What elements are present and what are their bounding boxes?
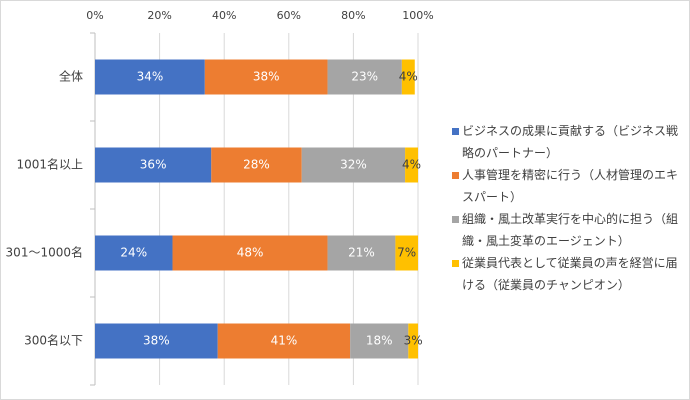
- y-tick-label: 300名以下: [24, 333, 83, 348]
- bar-segment: [395, 235, 418, 271]
- value-label: 18%: [366, 334, 393, 348]
- bar-segment: [301, 147, 406, 183]
- value-label: 24%: [120, 246, 147, 260]
- legend-swatch: [452, 128, 459, 135]
- value-label: 4%: [399, 70, 418, 84]
- value-label: 32%: [340, 158, 367, 172]
- legend-label: ビジネスの成果に貢献する（ビジネス戦略のパートナー）: [462, 124, 679, 160]
- bar-segment: [327, 235, 396, 271]
- legend-label: 組織・風土改革実行を中心的に担う（組織・風土変革のエージェント）: [462, 212, 679, 248]
- value-label: 38%: [253, 70, 280, 84]
- legend-entry: 人事管理を精密に行う（人材管理のエキスパート）: [452, 164, 684, 208]
- value-label: 36%: [140, 158, 167, 172]
- bar-segment: [95, 59, 205, 95]
- bar-segment: [95, 147, 212, 183]
- bar-segment: [405, 147, 418, 183]
- x-tick-label: 40%: [212, 9, 236, 22]
- x-tick-label: 20%: [147, 9, 171, 22]
- bar-segment: [408, 323, 418, 359]
- value-label: 21%: [348, 246, 375, 260]
- x-tick-label: 80%: [341, 9, 365, 22]
- y-tick-label: 全体: [59, 69, 83, 84]
- legend-entry: 組織・風土改革実行を中心的に担う（組織・風土変革のエージェント）: [452, 208, 684, 252]
- legend-label: 従業員代表として従業員の声を経営に届ける（従業員のチャンピオン）: [462, 256, 678, 292]
- value-label: 41%: [271, 334, 298, 348]
- legend-entry: 従業員代表として従業員の声を経営に届ける（従業員のチャンピオン）: [452, 252, 684, 296]
- value-label: 38%: [143, 334, 170, 348]
- bar-segment: [172, 235, 328, 271]
- bar-segment: [327, 59, 402, 95]
- bar-segment: [211, 147, 302, 183]
- legend-swatch: [452, 172, 459, 179]
- value-label: 23%: [351, 70, 378, 84]
- value-label: 48%: [237, 246, 264, 260]
- bar-segment: [95, 235, 173, 271]
- bar-segment: [95, 323, 218, 359]
- x-tick-label: 60%: [277, 9, 301, 22]
- bar-segment: [350, 323, 409, 359]
- bar-segment: [217, 323, 351, 359]
- legend: ビジネスの成果に貢献する（ビジネス戦略のパートナー） 人事管理を精密に行う（人材管…: [452, 120, 684, 296]
- y-tick-label: 301～1000名: [6, 245, 83, 260]
- legend-swatch: [452, 216, 459, 223]
- value-label: 4%: [402, 158, 421, 172]
- x-tick-label: 100%: [402, 9, 433, 22]
- value-label: 3%: [404, 334, 423, 348]
- value-label: 34%: [137, 70, 164, 84]
- value-label: 7%: [397, 246, 416, 260]
- bar-segment: [401, 59, 415, 95]
- x-tick-label: 0%: [86, 9, 103, 22]
- y-tick-label: 1001名以上: [16, 157, 83, 172]
- legend-entry: ビジネスの成果に貢献する（ビジネス戦略のパートナー）: [452, 120, 684, 164]
- legend-swatch: [452, 260, 459, 267]
- value-label: 28%: [243, 158, 270, 172]
- legend-label: 人事管理を精密に行う（人材管理のエキスパート）: [462, 168, 679, 204]
- bar-segment: [204, 59, 328, 95]
